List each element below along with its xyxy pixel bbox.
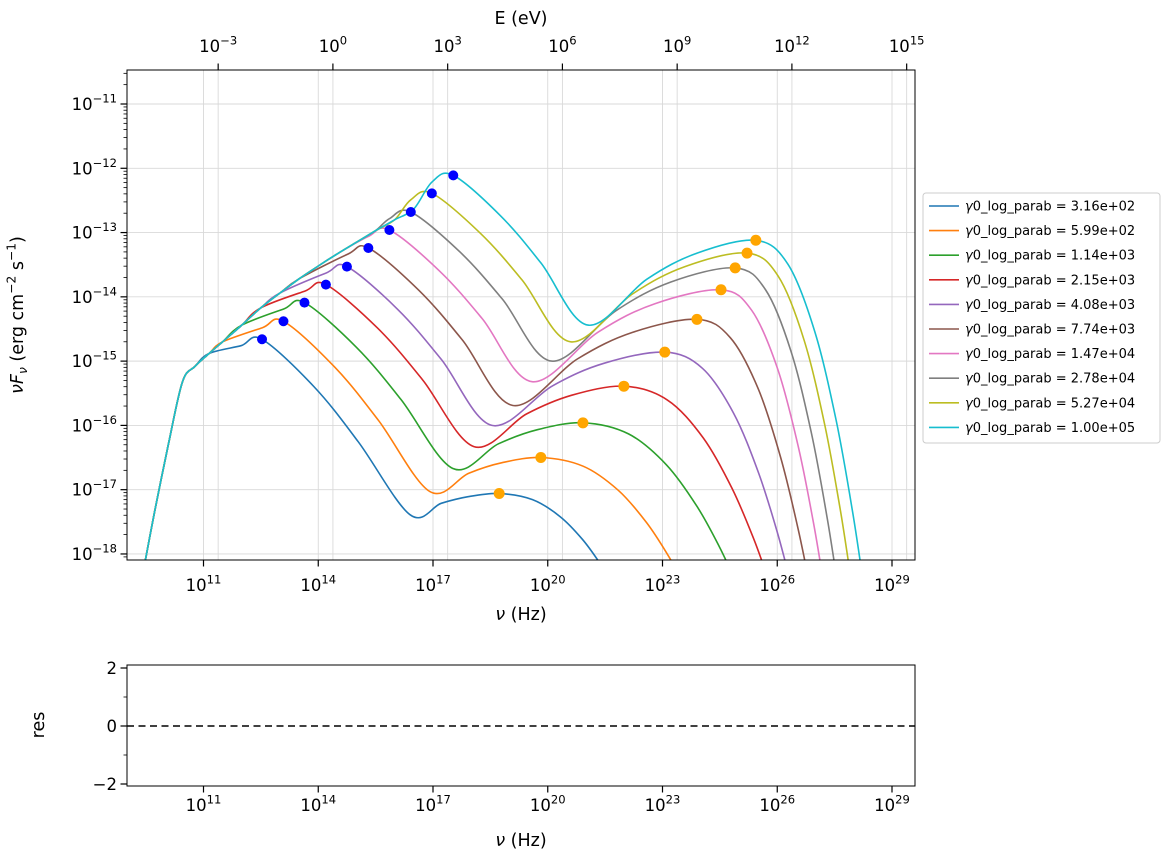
legend-label: γ0_log_parab = 1.47e+04 — [965, 347, 1135, 362]
ic-peak-marker — [715, 284, 727, 296]
y-axis-label: νFν (erg cm−2 s−1) — [5, 236, 31, 394]
y-tick-label: 10−15 — [72, 349, 117, 372]
sed-gridlines — [127, 70, 915, 560]
y-tick-label: 10−11 — [72, 92, 117, 115]
x-tick-label: 1020 — [530, 573, 566, 596]
sync-peak-marker — [320, 279, 331, 290]
sed-curves — [144, 172, 861, 560]
top-tick-label: 103 — [433, 34, 461, 57]
res-y-tick-label: 2 — [107, 659, 118, 678]
legend-entry: γ0_log_parab = 5.99e+02 — [929, 224, 1135, 239]
ic-peak-marker — [493, 488, 505, 500]
res-y-tick-label: −2 — [93, 775, 117, 794]
legend-entry: γ0_log_parab = 1.00e+05 — [929, 421, 1135, 436]
ic-peak-marker — [577, 417, 589, 429]
sync-peak-marker — [426, 188, 437, 199]
sync-peak-marker — [278, 316, 289, 327]
res-x-tick-label: 1020 — [530, 793, 566, 816]
ic-peak-marker — [750, 234, 762, 246]
x-tick-label: 1026 — [759, 573, 795, 596]
legend-label: γ0_log_parab = 5.27e+04 — [965, 396, 1135, 411]
ic-peak-marker — [535, 452, 547, 464]
sync-peak-marker — [384, 224, 395, 235]
res-x-tick-label: 1014 — [300, 793, 336, 816]
sync-peak-marker — [363, 242, 374, 253]
legend-label: γ0_log_parab = 3.16e+02 — [965, 200, 1135, 215]
sed-curve-4 — [144, 263, 786, 560]
sed-peak-markers — [257, 170, 762, 500]
ic-peak-marker — [618, 380, 630, 392]
x-axis-label: ν (Hz) — [495, 605, 546, 625]
sync-peak-marker — [341, 261, 352, 272]
sync-peak-marker — [405, 206, 416, 217]
legend-entry: γ0_log_parab = 4.08e+03 — [929, 298, 1135, 313]
legend-label: γ0_log_parab = 1.14e+03 — [965, 249, 1135, 264]
top-tick-label: 100 — [319, 34, 347, 57]
top-tick-label: 10−3 — [199, 34, 237, 57]
sync-peak-marker — [448, 170, 459, 181]
res-x-tick-label: 1029 — [874, 793, 910, 816]
res-x-tick-label: 1011 — [186, 793, 222, 816]
top-tick-label: 106 — [548, 34, 576, 57]
res-x-tick-label: 1023 — [645, 793, 681, 816]
residual-panel: res 2 0 −2 1011 1014 1017 1020 1023 1026 1029 ν (H… — [29, 659, 916, 851]
x-tick-label: 1023 — [645, 573, 681, 596]
res-x-tick-label: 1026 — [759, 793, 795, 816]
legend-entry: γ0_log_parab = 3.16e+02 — [929, 200, 1135, 215]
x-tick-label: 1029 — [874, 573, 910, 596]
residual-y-axis-label: res — [29, 712, 49, 739]
sed-curve-9 — [144, 172, 861, 560]
legend: γ0_log_parab = 3.16e+02 γ0_log_parab = 5.… — [922, 192, 1161, 444]
top-axis-label: E (eV) — [494, 9, 547, 29]
x-tick-label: 1017 — [415, 573, 451, 596]
legend-label: γ0_log_parab = 2.78e+04 — [965, 372, 1135, 387]
top-tick-label: 109 — [663, 34, 691, 57]
y-tick-label: 10−16 — [72, 413, 117, 436]
sed-curve-2 — [144, 299, 727, 560]
legend-entry: γ0_log_parab = 5.27e+04 — [929, 396, 1135, 411]
sed-curve-3 — [144, 281, 763, 560]
ic-peak-marker — [729, 262, 741, 274]
legend-label: γ0_log_parab = 4.08e+03 — [965, 298, 1135, 313]
res-y-tick-label: 0 — [107, 717, 118, 736]
sed-plot-border — [126, 69, 916, 561]
legend-label: γ0_log_parab = 7.74e+03 — [965, 323, 1135, 338]
legend-entry: γ0_log_parab = 2.15e+03 — [929, 273, 1135, 288]
sync-peak-marker — [257, 334, 268, 345]
legend-label: γ0_log_parab = 2.15e+03 — [965, 273, 1135, 288]
x-tick-label: 1014 — [300, 573, 336, 596]
y-tick-label: 10−17 — [72, 477, 117, 500]
sed-axes: 1011 1014 1017 1020 1023 1026 1029 10−3 100 103 10… — [72, 34, 925, 596]
legend-box — [922, 192, 1161, 444]
legend-entry: γ0_log_parab = 1.47e+04 — [929, 347, 1135, 362]
sed-curve-1 — [144, 318, 672, 560]
y-tick-label: 10−13 — [72, 220, 117, 243]
y-tick-label: 10−12 — [72, 156, 117, 179]
ic-peak-marker — [659, 346, 671, 358]
sed-axis-labels: E (eV) ν (Hz) νFν (erg cm−2 s−1) — [5, 9, 548, 625]
top-tick-label: 1015 — [889, 34, 925, 57]
ic-peak-marker — [691, 313, 703, 325]
x-tick-label: 1011 — [186, 573, 222, 596]
legend-entry: γ0_log_parab = 7.74e+03 — [929, 323, 1135, 338]
res-x-tick-label: 1017 — [415, 793, 451, 816]
legend-label: γ0_log_parab = 1.00e+05 — [965, 421, 1135, 436]
legend-entry: γ0_log_parab = 2.78e+04 — [929, 372, 1135, 387]
sed-curve-6 — [144, 227, 821, 560]
ic-peak-marker — [741, 247, 753, 259]
top-tick-label: 1012 — [774, 34, 810, 57]
y-tick-label: 10−14 — [72, 284, 117, 307]
legend-label: γ0_log_parab = 5.99e+02 — [965, 224, 1135, 239]
res-x-axis-label: ν (Hz) — [495, 831, 546, 851]
y-tick-label: 10−18 — [72, 541, 117, 564]
legend-entry: γ0_log_parab = 1.14e+03 — [929, 249, 1135, 264]
sync-peak-marker — [299, 297, 310, 308]
